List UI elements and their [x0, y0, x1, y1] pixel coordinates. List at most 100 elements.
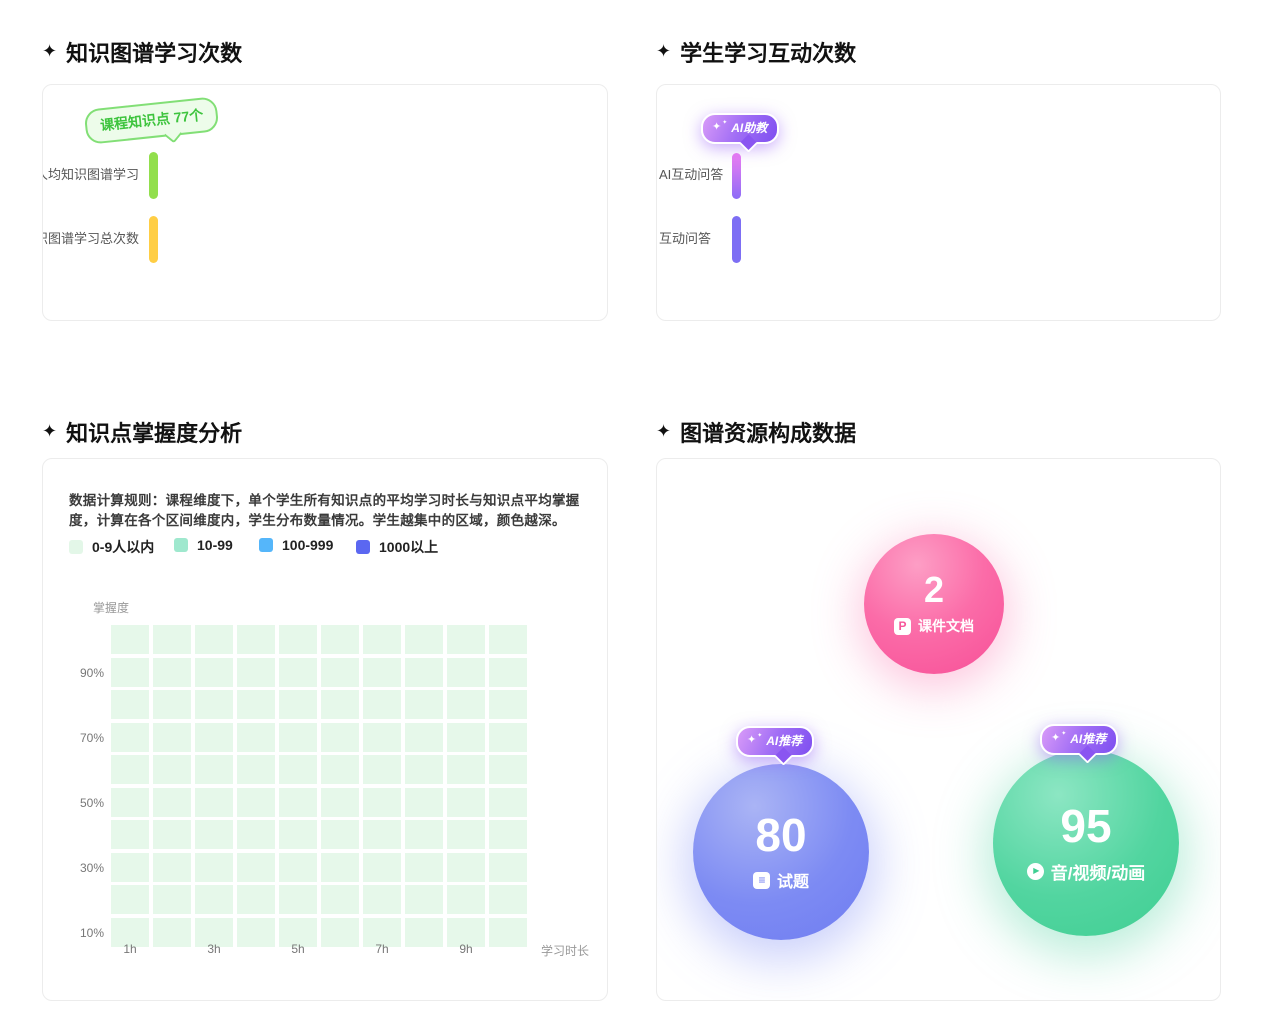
- heatmap-cell: [363, 820, 401, 849]
- heatmap-cell: [363, 852, 401, 882]
- legend-label: 1000以上: [379, 539, 439, 555]
- heatmap-cell: [237, 755, 275, 784]
- y-tick: 90%: [79, 666, 104, 680]
- heatmap-cell: [237, 787, 275, 817]
- y-tick: 70%: [79, 731, 104, 745]
- heatmap-cell: [195, 820, 233, 849]
- legend-swatch: [69, 540, 83, 554]
- heatmap-cell: [111, 917, 149, 947]
- sparkle-icon: ✦: [747, 734, 757, 746]
- ai-assistant-badge-label: AI助教: [731, 121, 768, 135]
- x-tick: 9h: [459, 942, 473, 956]
- heatmap-cell: [405, 657, 443, 687]
- heatmap-cell: [363, 885, 401, 914]
- sparkle-icon: ✦: [1061, 730, 1067, 737]
- x-tick: 1h: [123, 942, 137, 956]
- heatmap-cell: [405, 852, 443, 882]
- heatmap-cell: [489, 690, 527, 719]
- legend-item-100-999[interactable]: 100-999: [259, 537, 333, 553]
- bubble-value: 95: [1060, 799, 1112, 852]
- sparkle-icon: ✦: [656, 41, 672, 61]
- heatmap-cell: [489, 820, 527, 849]
- heatmap-cell: [153, 820, 191, 849]
- heatmap-cell: [489, 625, 527, 654]
- bar-category-label: 互动问答: [659, 231, 712, 246]
- sparkle-icon: ✦: [1051, 732, 1061, 744]
- panel-title-text: 知识图谱学习次数: [66, 41, 243, 66]
- heatmap-cell: [363, 787, 401, 817]
- sparkle-icon: ✦: [42, 41, 58, 61]
- heatmap-cell: [153, 690, 191, 719]
- heatmap-cell: [237, 917, 275, 947]
- legend-swatch: [356, 540, 370, 554]
- legend-label: 10-99: [197, 537, 233, 553]
- bar-avg-graph-learning: [149, 152, 158, 199]
- heatmap-cell: [111, 885, 149, 914]
- legend-item-0-9[interactable]: 0-9人以内: [69, 537, 154, 557]
- heatmap-cell: [279, 885, 317, 914]
- heatmap-cell: [153, 885, 191, 914]
- heatmap-cell: [111, 625, 149, 654]
- bar-category-label: 知识图谱学习总次数: [43, 231, 139, 246]
- heatmap-cell: [489, 885, 527, 914]
- heatmap-cell: [153, 787, 191, 817]
- heatmap-cell: [363, 625, 401, 654]
- heatmap-cell: [153, 917, 191, 947]
- ai-assistant-badge: ✦ ✦ AI助教: [701, 113, 780, 144]
- heatmap-cell: [363, 755, 401, 784]
- heatmap-cell: [153, 852, 191, 882]
- heatmap-cell: [489, 722, 527, 752]
- legend-swatch: [259, 538, 273, 552]
- heatmap-cell: [195, 917, 233, 947]
- heatmap-cell: [447, 917, 485, 947]
- heatmap-cell: [447, 787, 485, 817]
- heatmap-cell: [279, 722, 317, 752]
- heatmap-cell: [279, 787, 317, 817]
- heatmap-cell: [447, 820, 485, 849]
- legend-item-10-99[interactable]: 10-99: [174, 537, 233, 553]
- heatmap-grid: [111, 625, 527, 947]
- panel-title-resources: ✦ 图谱资源构成数据: [656, 416, 856, 448]
- heatmap-cell: [279, 917, 317, 947]
- heatmap-cell: [405, 885, 443, 914]
- interaction-card: ✦ ✦ AI助教 AI互动问答 互动问答: [656, 84, 1221, 321]
- y-axis-name: 掌握度: [93, 601, 130, 615]
- panel-title-text: 图谱资源构成数据: [680, 421, 857, 446]
- heatmap-cell: [321, 885, 359, 914]
- heatmap-cell: [111, 820, 149, 849]
- bar-category-label: AI互动问答: [659, 167, 724, 182]
- sparkle-icon: ✦: [757, 732, 763, 739]
- heatmap-cell: [195, 885, 233, 914]
- graph-learning-card: 课程知识点 77个 人均知识图谱学习 知识图谱学习总次数: [42, 84, 608, 321]
- mastery-analysis-card: 数据计算规则：课程维度下，单个学生所有知识点的平均学习时长与知识点平均掌握度，计…: [42, 458, 608, 1001]
- heatmap-cell: [153, 625, 191, 654]
- sparkle-icon: ✦: [42, 421, 58, 441]
- heatmap-cell: [279, 852, 317, 882]
- heatmap-cell: [279, 820, 317, 849]
- x-tick: 7h: [375, 942, 389, 956]
- legend-item-1000-plus[interactable]: 1000以上: [356, 537, 438, 557]
- panel-title-text: 学生学习互动次数: [680, 41, 857, 66]
- heatmap-cell: [195, 787, 233, 817]
- heatmap-cell: [195, 690, 233, 719]
- ai-recommend-badge: ✦ ✦ AI推荐: [736, 726, 815, 757]
- heatmap-cell: [195, 852, 233, 882]
- sparkle-icon: ✦: [722, 119, 728, 126]
- heatmap-cell: [447, 722, 485, 752]
- heatmap-cell: [405, 722, 443, 752]
- heatmap-cell: [153, 657, 191, 687]
- bar-total-graph-learning: [149, 216, 158, 263]
- y-tick: 50%: [79, 796, 104, 810]
- heatmap-cell: [321, 917, 359, 947]
- ai-recommend-badge-label: AI推荐: [1070, 732, 1107, 746]
- heatmap-cell: [153, 722, 191, 752]
- heatmap-cell: [489, 787, 527, 817]
- bubble-exercises: 80 ≡ 试题: [693, 764, 869, 940]
- bar-ai-interactive-qa: [732, 153, 741, 199]
- bubble-value: 2: [923, 569, 945, 610]
- heatmap-cell: [405, 625, 443, 654]
- heatmap-cell: [447, 625, 485, 654]
- bubble-label: 音/视频/动画: [1050, 863, 1146, 883]
- heatmap-cell: [321, 787, 359, 817]
- x-tick: 3h: [207, 942, 221, 956]
